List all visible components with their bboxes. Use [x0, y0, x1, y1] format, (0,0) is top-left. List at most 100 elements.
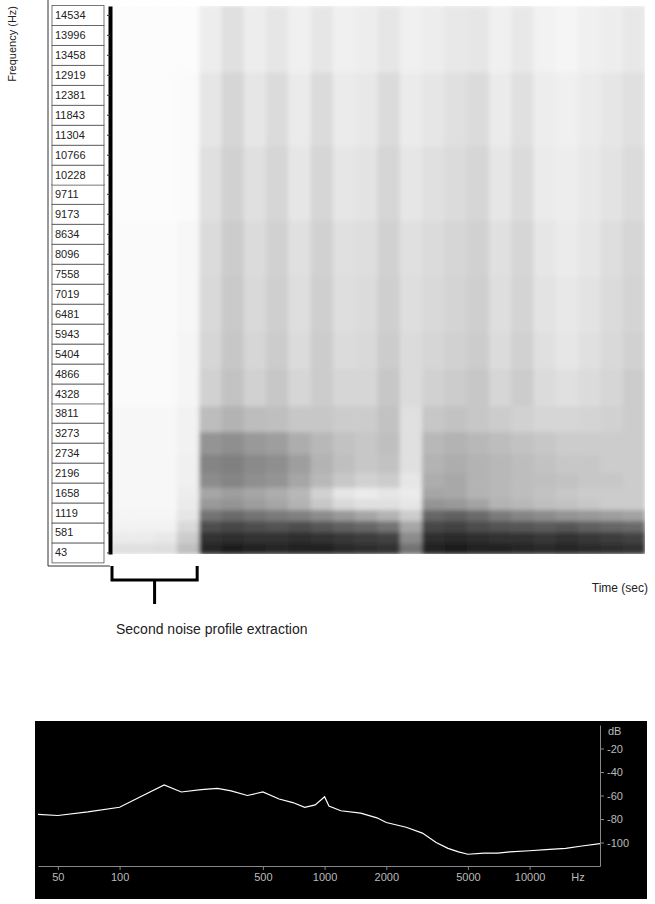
- heat-cell: [199, 432, 222, 455]
- heat-cell: [244, 406, 267, 433]
- tick-mark: [107, 214, 110, 215]
- tick: 1000: [313, 866, 337, 883]
- heat-cell: [444, 472, 467, 487]
- tick: -20: [600, 743, 623, 755]
- heat-cell: [311, 454, 334, 473]
- heat-cell: [467, 543, 490, 554]
- heat-cell: [355, 454, 378, 473]
- heat-cell: [489, 331, 512, 369]
- heat-cell: [467, 487, 490, 499]
- heat-cell: [333, 472, 356, 487]
- heat-cell: [355, 331, 378, 369]
- heat-cell: [400, 146, 423, 221]
- tick: 4866: [52, 364, 110, 384]
- heat-cell: [355, 543, 378, 554]
- tick-mark: [107, 35, 110, 36]
- heat-cell: [110, 276, 133, 332]
- heat-cell: [132, 532, 155, 544]
- tick-label: 2734: [55, 447, 79, 459]
- heat-cell: [244, 509, 267, 521]
- heat-cell: [489, 532, 512, 544]
- heat-cell: [155, 369, 178, 407]
- heat-cell: [333, 6, 356, 72]
- heat-cell: [311, 72, 334, 147]
- heat-cell: [355, 276, 378, 332]
- heat-cell: [177, 432, 200, 455]
- heat-cell: [333, 331, 356, 369]
- tick-mark: [107, 274, 110, 275]
- heat-cell: [623, 276, 645, 332]
- heat-cell: [132, 543, 155, 554]
- heat-cell: [221, 432, 244, 455]
- heat-cell: [355, 521, 378, 533]
- heat-cell: [511, 498, 534, 510]
- heat-cell: [556, 532, 579, 544]
- tick: 5000: [456, 866, 480, 883]
- heat-cell: [534, 432, 557, 455]
- heat-cell: [288, 406, 311, 433]
- heat-cell: [623, 454, 645, 473]
- heat-cell: [355, 487, 378, 499]
- tick-mark: [120, 866, 121, 870]
- heat-cell: [444, 276, 467, 332]
- heat-cell: [511, 406, 534, 433]
- heat-cell: [110, 331, 133, 369]
- heat-cell: [556, 521, 579, 533]
- tick: -80: [600, 813, 623, 825]
- heat-cell: [422, 521, 445, 533]
- heat-cell: [177, 220, 200, 276]
- heat-cell: [623, 6, 645, 72]
- tick: 11843: [52, 105, 110, 125]
- heat-cell: [378, 276, 401, 332]
- heat-cell: [288, 369, 311, 407]
- heat-cell: [467, 509, 490, 521]
- tick: 12381: [52, 85, 110, 105]
- heat-cell: [311, 146, 334, 221]
- tick-mark: [107, 95, 110, 96]
- heat-cell: [378, 6, 401, 72]
- tick-box: [52, 105, 104, 125]
- tick: 43: [52, 543, 110, 563]
- heat-cell: [311, 521, 334, 533]
- tick: 10228: [52, 165, 110, 185]
- tick-mark: [530, 866, 531, 870]
- heat-cell: [578, 521, 601, 533]
- heat-cell: [556, 6, 579, 72]
- heat-cell: [110, 521, 133, 533]
- tick: 11304: [52, 125, 110, 145]
- heat-cell: [556, 72, 579, 147]
- heat-cell: [177, 454, 200, 473]
- heat-cell: [489, 6, 512, 72]
- heat-cell: [600, 220, 623, 276]
- heat-cell: [266, 454, 289, 473]
- tick-box: [52, 523, 104, 543]
- heat-cell: [556, 369, 579, 407]
- heat-cell: [333, 146, 356, 221]
- heat-cell: [110, 509, 133, 521]
- tick-mark: [107, 453, 110, 454]
- tick: 50: [52, 866, 64, 883]
- heat-cell: [378, 532, 401, 544]
- heat-cell: [155, 432, 178, 455]
- tick: 3273: [52, 423, 110, 443]
- heat-cell: [489, 543, 512, 554]
- tick-mark: [107, 155, 110, 156]
- tick-mark: [107, 135, 110, 136]
- heat-cell: [378, 432, 401, 455]
- heat-cell: [511, 472, 534, 487]
- heat-cell: [266, 369, 289, 407]
- heat-cell: [132, 331, 155, 369]
- heat-cell: [422, 276, 445, 332]
- heat-cell: [155, 6, 178, 72]
- heat-cell: [311, 432, 334, 455]
- heat-cell: [534, 521, 557, 533]
- tick-box: [52, 125, 104, 145]
- heat-cell: [288, 521, 311, 533]
- heat-cell: [355, 72, 378, 147]
- tick-label: 8634: [55, 228, 79, 240]
- heat-cell: [110, 220, 133, 276]
- heat-cell: [444, 6, 467, 72]
- heat-cell: [132, 509, 155, 521]
- heat-cell: [400, 406, 423, 433]
- heat-cell: [444, 509, 467, 521]
